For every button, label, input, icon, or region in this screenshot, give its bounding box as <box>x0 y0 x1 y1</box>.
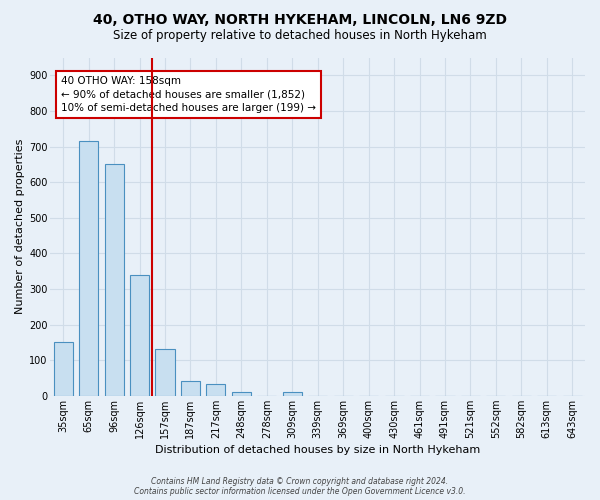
X-axis label: Distribution of detached houses by size in North Hykeham: Distribution of detached houses by size … <box>155 445 481 455</box>
Bar <box>206 384 226 396</box>
Bar <box>104 164 124 396</box>
Bar <box>155 350 175 396</box>
Text: 40, OTHO WAY, NORTH HYKEHAM, LINCOLN, LN6 9ZD: 40, OTHO WAY, NORTH HYKEHAM, LINCOLN, LN… <box>93 12 507 26</box>
Bar <box>232 392 251 396</box>
Bar <box>181 381 200 396</box>
Bar <box>79 141 98 396</box>
Bar <box>283 392 302 396</box>
Y-axis label: Number of detached properties: Number of detached properties <box>15 139 25 314</box>
Bar <box>53 342 73 396</box>
Text: 40 OTHO WAY: 158sqm
← 90% of detached houses are smaller (1,852)
10% of semi-det: 40 OTHO WAY: 158sqm ← 90% of detached ho… <box>61 76 316 112</box>
Bar <box>130 274 149 396</box>
Text: Contains HM Land Registry data © Crown copyright and database right 2024.
Contai: Contains HM Land Registry data © Crown c… <box>134 476 466 496</box>
Text: Size of property relative to detached houses in North Hykeham: Size of property relative to detached ho… <box>113 29 487 42</box>
